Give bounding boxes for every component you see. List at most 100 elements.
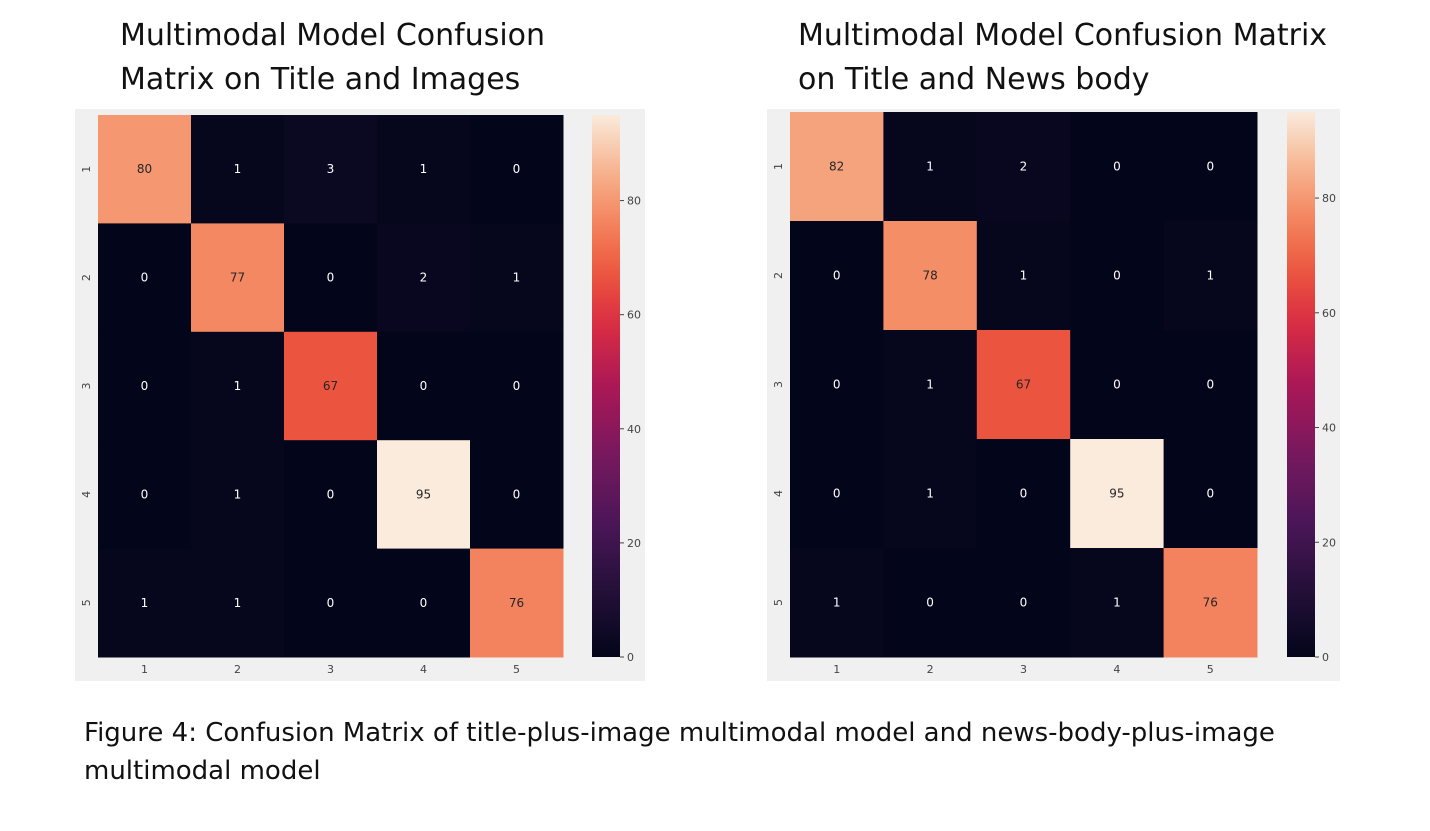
heatmap-cell-4-1: [790, 439, 884, 549]
heatmap-cell-1-4: [377, 115, 471, 224]
heatmap-cell-1-2: [191, 115, 285, 224]
heatmap-cell-5-1: [98, 548, 192, 658]
cell-value-2-4: 2: [420, 271, 428, 285]
cell-value-3-2: 1: [234, 379, 242, 393]
heatmap-cell-2-5: [470, 223, 564, 333]
y-tick-2: 2: [80, 274, 93, 281]
heatmap-cell-4-2: [883, 439, 978, 549]
heatmap-cell-5-2: [883, 548, 978, 658]
heatmap-cell-5-4: [377, 548, 471, 658]
cell-value-5-4: 0: [420, 596, 428, 610]
colorbar: [1287, 112, 1315, 657]
cell-value-1-2: 1: [926, 160, 934, 174]
cell-value-2-2: 78: [922, 269, 937, 283]
heatmap-cell-3-3: [284, 331, 378, 441]
heatmap-cell-2-4: [1070, 221, 1165, 331]
chart-title-title-news-body: Multimodal Model Confusion Matrix on Tit…: [798, 18, 1328, 97]
cell-value-2-1: 0: [833, 269, 841, 283]
heatmap-cell-2-3: [284, 223, 378, 333]
colorbar-tick-60: 60: [1322, 307, 1336, 320]
cell-value-3-2: 1: [926, 378, 934, 392]
y-tick-2: 2: [772, 272, 785, 279]
colorbar-tick-80: 80: [627, 195, 641, 208]
heatmap-cell-5-4: [1070, 548, 1165, 658]
heatmap-cell-1-2: [883, 112, 978, 222]
cell-value-3-1: 0: [833, 378, 841, 392]
cell-value-4-5: 0: [513, 487, 521, 501]
cell-value-3-5: 0: [1206, 378, 1214, 392]
heatmap-cell-4-3: [284, 440, 378, 550]
cell-value-5-3: 0: [1020, 596, 1028, 610]
heatmap-cell-5-2: [191, 548, 285, 658]
y-tick-5: 5: [80, 599, 93, 606]
heatmap-cell-2-2: [191, 223, 285, 333]
heatmap-cell-1-3: [976, 112, 1071, 222]
cell-value-5-5: 76: [509, 596, 524, 610]
heatmap-cell-1-3: [284, 115, 378, 224]
heatmap-cell-4-5: [1163, 439, 1258, 549]
heatmap-cell-5-3: [284, 548, 378, 658]
cell-value-4-4: 95: [1109, 487, 1124, 501]
chart-title-title-images: Multimodal Model Confusion Matrix on Tit…: [120, 18, 546, 97]
y-tick-1: 1: [80, 166, 93, 173]
y-tick-3: 3: [80, 383, 93, 390]
heatmap-cell-1-1: [790, 112, 884, 222]
x-tick-1: 1: [141, 663, 148, 676]
heatmap-cell-2-4: [377, 223, 471, 333]
y-tick-5: 5: [772, 599, 785, 606]
colorbar-tick-20: 20: [627, 537, 641, 550]
colorbar-tick-40: 40: [627, 423, 641, 436]
x-tick-2: 2: [234, 663, 241, 676]
heatmap-cell-4-2: [191, 440, 285, 550]
cell-value-4-5: 0: [1206, 487, 1214, 501]
colorbar-tick-60: 60: [627, 309, 641, 322]
heatmap-cells: 80 1 3 1 0 0 77 0 2 1 0 1 67 0 0 0 1 0 95 0 1 1 0 0 76: [98, 115, 564, 658]
cell-value-1-4: 1: [420, 162, 428, 176]
colorbar-tick-20: 20: [1322, 536, 1336, 549]
cell-value-1-5: 0: [1206, 160, 1214, 174]
cell-value-3-4: 0: [1113, 378, 1121, 392]
cell-value-4-3: 0: [327, 487, 335, 501]
cell-value-5-3: 0: [327, 596, 335, 610]
y-tick-1: 1: [772, 163, 785, 170]
cell-value-5-1: 1: [833, 596, 841, 610]
x-tick-5: 5: [513, 663, 520, 676]
heatmap-cell-2-5: [1163, 221, 1258, 331]
heatmap-cell-3-2: [883, 330, 978, 440]
confusion-matrix-title-images: 80 1 3 1 0 0 77 0 2 1 0 1 67 0 0 0 1 0 95 0 1 1 0 0 76 1 2 3 4 5 1 2 3 4 5…: [75, 109, 645, 681]
cell-value-5-2: 1: [234, 596, 242, 610]
cell-value-4-2: 1: [926, 487, 934, 501]
y-tick-3: 3: [772, 381, 785, 388]
cell-value-4-3: 0: [1020, 487, 1028, 501]
colorbar-tick-0: 0: [1322, 651, 1329, 664]
heatmap-cell-4-4: [1070, 439, 1165, 549]
cell-value-2-2: 77: [230, 271, 245, 285]
cell-value-1-3: 2: [1020, 160, 1028, 174]
y-tick-4: 4: [80, 491, 93, 498]
heatmap-cell-4-3: [976, 439, 1071, 549]
cell-value-1-4: 0: [1113, 160, 1121, 174]
heatmap-cell-2-1: [98, 223, 192, 333]
cell-value-2-1: 0: [141, 271, 149, 285]
x-tick-3: 3: [1020, 663, 1027, 676]
heatmap-cell-3-5: [1163, 330, 1258, 440]
heatmap-svg-title-news-body: 82 1 2 0 00 78 1 0 10 1 67 0 00 1 0 95 01 0 0 1 761 2 3 4 512345…: [772, 112, 1336, 676]
x-tick-3: 3: [327, 663, 334, 676]
cell-value-3-1: 0: [141, 379, 149, 393]
cell-value-5-2: 0: [926, 596, 934, 610]
heatmap-cell-3-1: [98, 331, 192, 441]
cell-value-3-5: 0: [513, 379, 521, 393]
x-tick-4: 4: [420, 663, 427, 676]
cell-value-2-5: 1: [513, 271, 521, 285]
heatmap-cell-5-1: [790, 548, 884, 658]
cell-value-4-4: 95: [416, 487, 431, 501]
cell-value-1-5: 0: [513, 162, 521, 176]
heatmap-cell-4-1: [98, 440, 192, 550]
cell-value-1-2: 1: [234, 162, 242, 176]
cell-value-5-4: 1: [1113, 596, 1121, 610]
colorbar: [592, 115, 620, 657]
cell-value-3-3: 67: [1016, 378, 1031, 392]
heatmap-cell-3-2: [191, 331, 285, 441]
cell-value-1-3: 3: [327, 162, 335, 176]
heatmap-cells: 82 1 2 0 0 0 78 1 0 1 0 1 67 0 0 0 1 0 95 0 1 0 0 1 76: [790, 112, 1258, 658]
